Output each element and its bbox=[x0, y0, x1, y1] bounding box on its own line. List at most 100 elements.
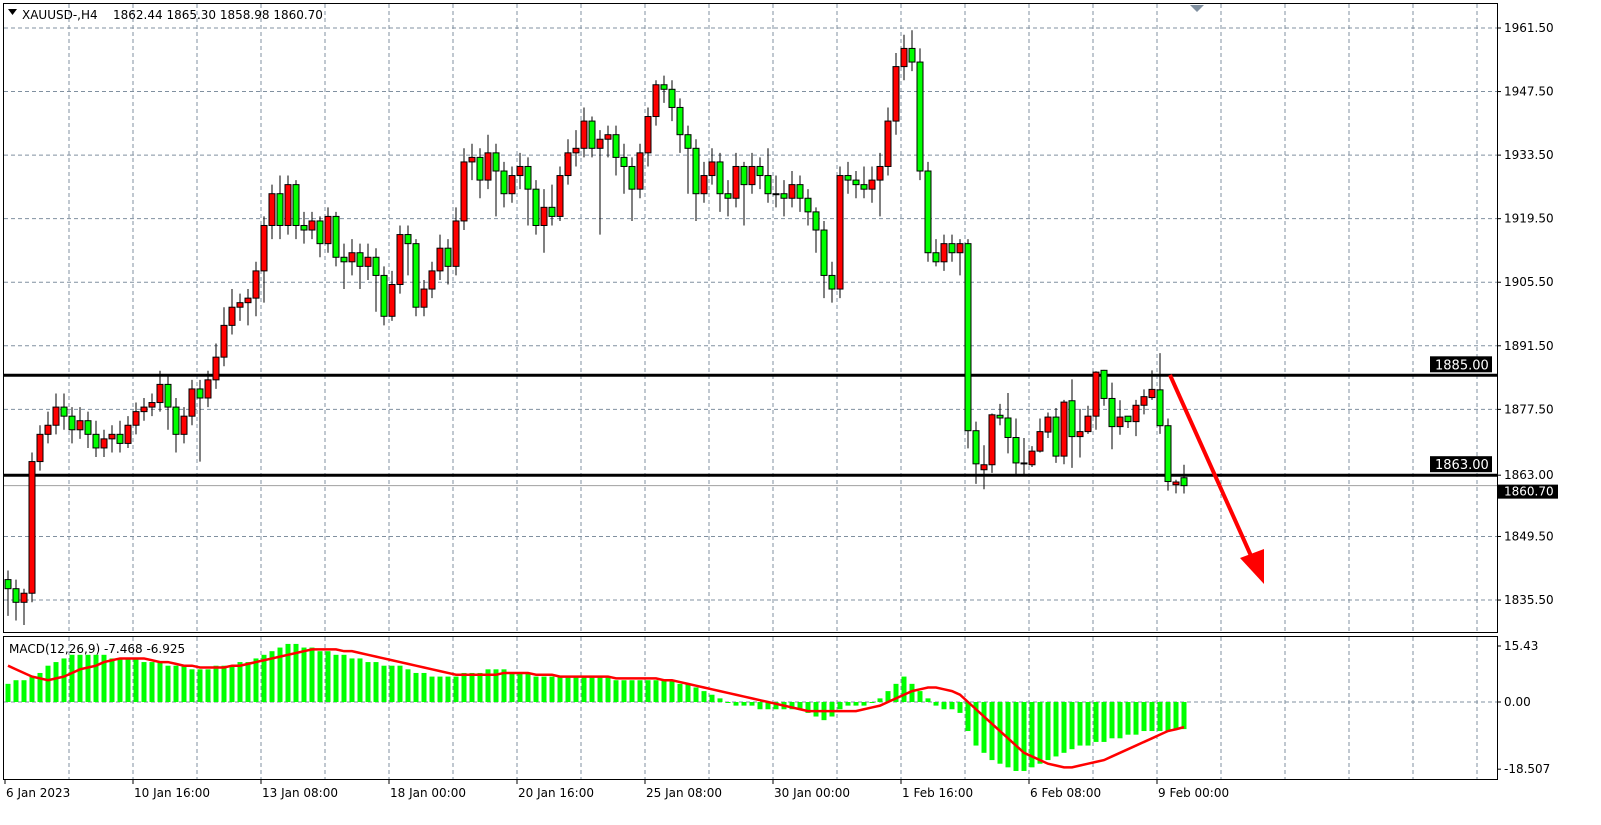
candle-bearish bbox=[684, 134, 692, 149]
candle-bearish bbox=[172, 406, 180, 435]
candle-bullish bbox=[428, 270, 436, 290]
macd-histogram-bar bbox=[797, 702, 803, 710]
candle-bullish bbox=[636, 152, 644, 190]
macd-histogram-bar bbox=[693, 687, 699, 702]
macd-histogram-bar bbox=[277, 647, 283, 702]
current-price-tag bbox=[1498, 484, 1558, 499]
macd-histogram-bar bbox=[981, 702, 987, 753]
macd-histogram-bar bbox=[53, 662, 59, 702]
candle-bullish bbox=[236, 302, 244, 308]
candle-bullish bbox=[484, 152, 492, 181]
candle-bullish bbox=[884, 120, 892, 167]
macd-histogram-bar bbox=[685, 683, 691, 702]
candle-bullish bbox=[564, 152, 572, 177]
macd-histogram-bar bbox=[101, 654, 107, 702]
macd-histogram-bar bbox=[1077, 702, 1083, 746]
time-tick-label: 25 Jan 08:00 bbox=[646, 786, 722, 800]
candle-bearish bbox=[964, 243, 972, 432]
candle-bullish bbox=[52, 406, 60, 426]
macd-histogram-bar bbox=[1181, 702, 1187, 730]
macd-histogram-bar bbox=[533, 676, 539, 702]
candle-bullish bbox=[980, 464, 988, 471]
price-tick-label: 1933.50 bbox=[1504, 148, 1554, 162]
macd-histogram-bar bbox=[909, 683, 915, 702]
macd-histogram-bar bbox=[1093, 702, 1099, 742]
macd-histogram-bar bbox=[189, 669, 195, 702]
main-pane-frame bbox=[3, 3, 1498, 633]
current-price-label: 1860.70 bbox=[1504, 485, 1554, 499]
time-tick-label: 6 Feb 08:00 bbox=[1030, 786, 1101, 800]
macd-histogram-bar bbox=[61, 658, 67, 702]
macd-histogram-bar bbox=[229, 665, 235, 702]
candle-bullish bbox=[396, 234, 404, 286]
macd-histogram-bar bbox=[709, 694, 715, 702]
candle-bearish bbox=[1020, 462, 1028, 465]
macd-signal-line bbox=[7, 648, 1185, 769]
candle-bearish bbox=[588, 120, 596, 149]
candle-bullish bbox=[1092, 371, 1100, 417]
candle-bearish bbox=[356, 252, 364, 267]
macd-histogram-bar bbox=[437, 676, 443, 702]
candle-bullish bbox=[1116, 416, 1124, 428]
macd-histogram-bar bbox=[261, 654, 267, 702]
macd-histogram-bar bbox=[517, 672, 523, 702]
candle-bearish bbox=[548, 206, 556, 217]
candle-bullish bbox=[188, 388, 196, 417]
candle-bullish bbox=[108, 433, 116, 440]
candle-bearish bbox=[4, 579, 12, 590]
macd-histogram-bar bbox=[1005, 702, 1011, 768]
candle-bullish bbox=[1132, 404, 1140, 423]
candle-bullish bbox=[36, 433, 44, 463]
candle-bullish bbox=[508, 175, 516, 195]
macd-histogram-bar bbox=[197, 669, 203, 702]
candle-bearish bbox=[668, 88, 676, 108]
macd-histogram-bar bbox=[757, 702, 763, 710]
candle-bullish bbox=[284, 184, 292, 226]
candle-bearish bbox=[12, 588, 20, 603]
macd-histogram-bar bbox=[205, 669, 211, 702]
macd-histogram-bar bbox=[1117, 702, 1123, 739]
macd-histogram-bar bbox=[1069, 702, 1075, 750]
macd-histogram-bar bbox=[861, 702, 867, 706]
macd-histogram-bar bbox=[365, 662, 371, 702]
horizontal-levels[interactable]: 1885.00 1863.00 bbox=[4, 356, 1497, 477]
macd-histogram-bar bbox=[445, 676, 451, 702]
candle-bearish bbox=[908, 47, 916, 63]
macd-histogram-bar bbox=[605, 676, 611, 702]
candle-bullish bbox=[1148, 388, 1156, 399]
macd-histogram-bar bbox=[941, 702, 947, 710]
macd-histogram-bar bbox=[565, 676, 571, 702]
chart-shift-marker-icon[interactable] bbox=[1190, 5, 1204, 12]
candle-bullish bbox=[252, 270, 260, 299]
macd-histogram-bar bbox=[717, 698, 723, 702]
dropdown-triangle-icon[interactable] bbox=[8, 9, 17, 15]
macd-histogram-bar bbox=[893, 683, 899, 702]
macd-histogram-bar bbox=[525, 672, 531, 702]
candle-bearish bbox=[924, 170, 932, 254]
macd-histogram-bar bbox=[1037, 702, 1043, 764]
candle-bearish bbox=[116, 433, 124, 444]
macd-histogram-bar bbox=[69, 654, 75, 702]
macd-histogram-bar bbox=[845, 702, 851, 706]
candle-bearish bbox=[524, 165, 532, 190]
macd-histogram-bar bbox=[885, 691, 891, 702]
candle-bearish bbox=[372, 256, 380, 276]
macd-histogram-bar bbox=[5, 683, 11, 702]
macd-histogram-bar bbox=[21, 680, 27, 702]
candle-bullish bbox=[468, 156, 476, 163]
time-tick-label: 1 Feb 16:00 bbox=[902, 786, 973, 800]
macd-histogram-bar bbox=[661, 680, 667, 702]
price-tick-label: 1891.50 bbox=[1504, 339, 1554, 353]
trend-arrow[interactable] bbox=[1168, 374, 1264, 584]
candle-bullish bbox=[1084, 415, 1092, 433]
macd-histogram-bar bbox=[245, 662, 251, 702]
macd-histogram-bar bbox=[373, 662, 379, 702]
candle-bullish bbox=[180, 415, 188, 435]
candle-bearish bbox=[1100, 369, 1108, 399]
macd-histogram-bar bbox=[85, 654, 91, 702]
time-tick-label: 18 Jan 00:00 bbox=[390, 786, 466, 800]
candle-bullish bbox=[148, 402, 156, 408]
macd-histogram-bar bbox=[421, 672, 427, 702]
candle-bearish bbox=[1164, 425, 1172, 483]
